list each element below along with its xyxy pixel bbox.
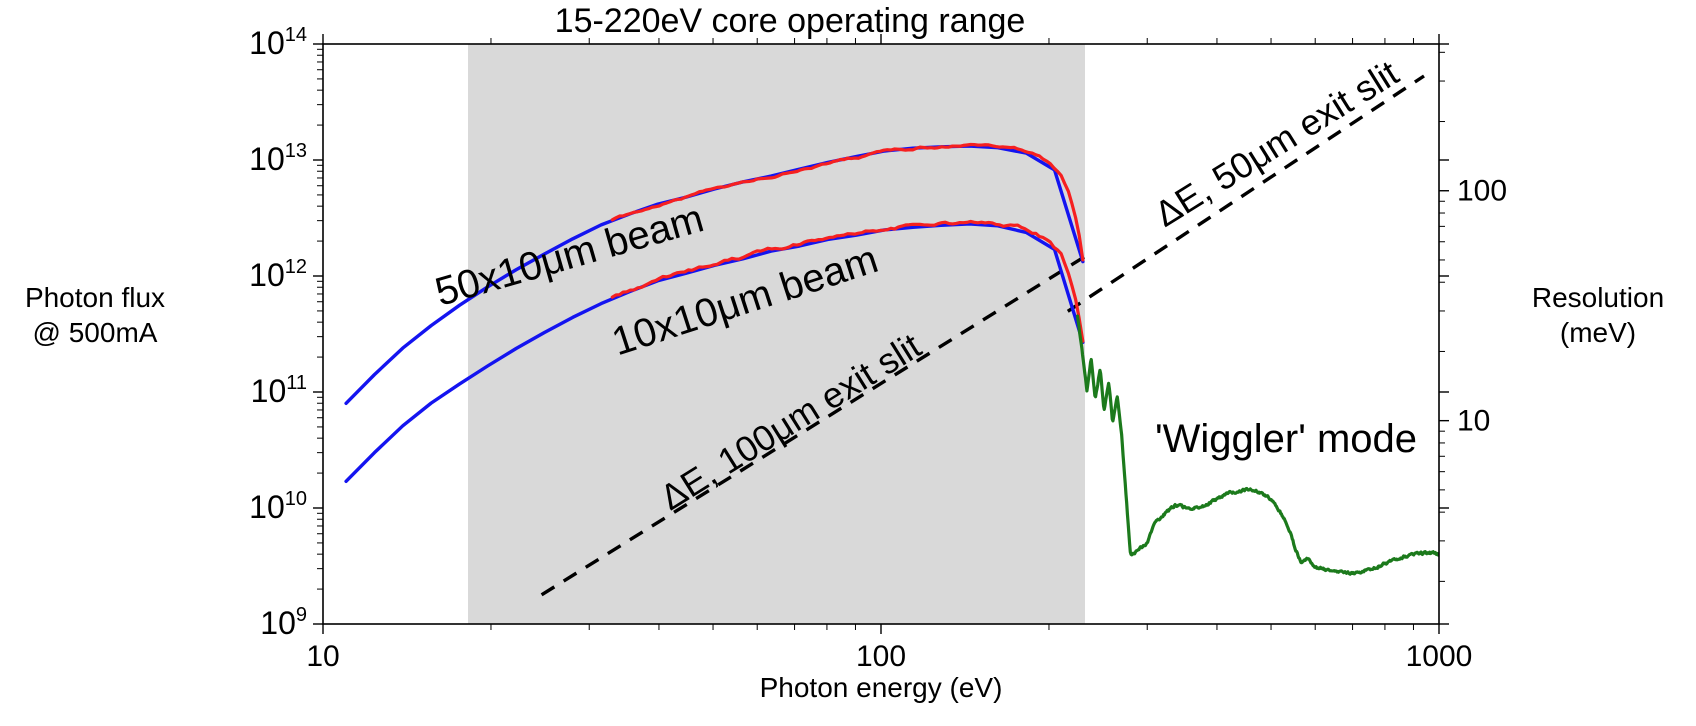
svg-text:10: 10	[1457, 405, 1490, 438]
svg-text:109: 109	[260, 604, 307, 641]
svg-text:1012: 1012	[249, 256, 307, 293]
svg-text:1013: 1013	[249, 140, 307, 177]
svg-text:10: 10	[306, 640, 339, 673]
svg-text:100: 100	[856, 640, 906, 673]
svg-text:'Wiggler' mode: 'Wiggler' mode	[1155, 417, 1417, 461]
svg-text:ΔE, 50μm exit slit: ΔE, 50μm exit slit	[1147, 52, 1405, 235]
svg-text:15-220eV core operating range: 15-220eV core operating range	[555, 2, 1026, 40]
svg-text:1011: 1011	[251, 372, 307, 409]
svg-text:100: 100	[1457, 175, 1507, 208]
svg-text:1000: 1000	[1406, 640, 1473, 673]
svg-text:1010: 1010	[249, 488, 307, 525]
svg-text:1014: 1014	[249, 24, 307, 61]
